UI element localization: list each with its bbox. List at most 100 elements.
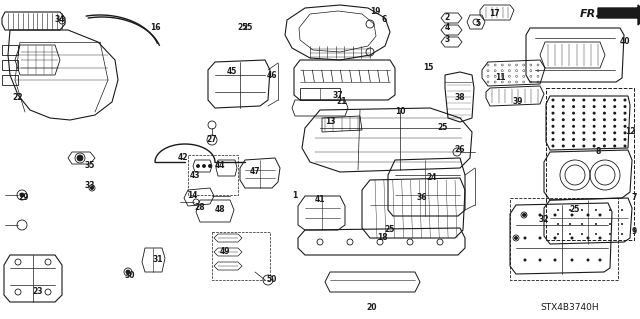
Circle shape xyxy=(582,118,586,121)
Circle shape xyxy=(582,105,586,108)
Circle shape xyxy=(593,125,596,128)
Text: 41: 41 xyxy=(315,196,325,204)
Text: 12: 12 xyxy=(625,128,636,137)
Circle shape xyxy=(562,99,564,101)
Circle shape xyxy=(593,112,596,115)
Circle shape xyxy=(554,213,557,217)
Circle shape xyxy=(603,112,606,115)
Circle shape xyxy=(582,131,586,134)
Circle shape xyxy=(90,187,93,189)
Circle shape xyxy=(623,145,627,147)
Text: 39: 39 xyxy=(513,98,524,107)
Circle shape xyxy=(572,105,575,108)
Circle shape xyxy=(552,105,554,108)
Circle shape xyxy=(552,138,554,141)
Text: FR.: FR. xyxy=(580,9,600,19)
Text: 50: 50 xyxy=(267,276,277,285)
Circle shape xyxy=(609,209,611,211)
Text: 3: 3 xyxy=(444,35,450,44)
Circle shape xyxy=(126,270,130,274)
Text: 48: 48 xyxy=(214,205,225,214)
Circle shape xyxy=(593,118,596,121)
Circle shape xyxy=(623,105,627,108)
Text: 15: 15 xyxy=(423,63,433,71)
Circle shape xyxy=(570,236,573,240)
Circle shape xyxy=(613,125,616,128)
Text: 16: 16 xyxy=(150,23,160,32)
Circle shape xyxy=(524,236,527,240)
Text: 49: 49 xyxy=(220,248,230,256)
Circle shape xyxy=(593,138,596,141)
Bar xyxy=(212,232,270,280)
Circle shape xyxy=(515,236,518,240)
Circle shape xyxy=(609,233,611,235)
Circle shape xyxy=(202,165,205,167)
Circle shape xyxy=(582,99,586,101)
Text: 28: 28 xyxy=(195,204,205,212)
Bar xyxy=(510,198,618,280)
Text: STX4B3740H: STX4B3740H xyxy=(541,303,599,313)
Circle shape xyxy=(613,112,616,115)
Circle shape xyxy=(552,118,554,121)
Circle shape xyxy=(621,223,623,225)
Text: 21: 21 xyxy=(337,98,348,107)
Circle shape xyxy=(552,125,554,128)
Circle shape xyxy=(613,145,616,147)
Circle shape xyxy=(586,236,589,240)
Text: 35: 35 xyxy=(85,160,95,169)
Text: 19: 19 xyxy=(370,8,380,17)
Text: 8: 8 xyxy=(595,147,601,157)
Bar xyxy=(188,155,238,195)
Text: 18: 18 xyxy=(377,234,387,242)
Circle shape xyxy=(557,209,559,211)
Circle shape xyxy=(613,118,616,121)
Circle shape xyxy=(538,236,541,240)
Circle shape xyxy=(552,112,554,115)
Text: 27: 27 xyxy=(207,136,218,145)
Circle shape xyxy=(595,233,597,235)
Text: 34: 34 xyxy=(55,16,65,25)
Text: 31: 31 xyxy=(153,256,163,264)
Text: 4: 4 xyxy=(444,23,450,32)
Text: 14: 14 xyxy=(187,190,197,199)
Circle shape xyxy=(572,118,575,121)
Circle shape xyxy=(603,118,606,121)
Circle shape xyxy=(581,223,583,225)
Circle shape xyxy=(572,138,575,141)
Text: 6: 6 xyxy=(381,16,387,25)
Circle shape xyxy=(552,99,554,101)
Circle shape xyxy=(572,99,575,101)
Circle shape xyxy=(562,125,564,128)
Circle shape xyxy=(562,131,564,134)
Circle shape xyxy=(623,138,627,141)
Circle shape xyxy=(603,99,606,101)
Text: 45: 45 xyxy=(227,68,237,77)
Polygon shape xyxy=(598,5,640,25)
Circle shape xyxy=(77,155,83,161)
Circle shape xyxy=(613,99,616,101)
Circle shape xyxy=(603,145,606,147)
Circle shape xyxy=(595,223,597,225)
Circle shape xyxy=(603,138,606,141)
Circle shape xyxy=(572,125,575,128)
Text: 42: 42 xyxy=(178,153,188,162)
Text: 17: 17 xyxy=(489,10,499,19)
Circle shape xyxy=(582,125,586,128)
Circle shape xyxy=(572,131,575,134)
Text: 25: 25 xyxy=(243,23,253,32)
Circle shape xyxy=(562,145,564,147)
Bar xyxy=(546,88,634,240)
Text: 13: 13 xyxy=(324,117,335,127)
Text: 24: 24 xyxy=(427,174,437,182)
Circle shape xyxy=(582,112,586,115)
Text: 47: 47 xyxy=(250,167,260,176)
Circle shape xyxy=(552,131,554,134)
Text: 44: 44 xyxy=(215,160,225,169)
Text: 40: 40 xyxy=(620,38,630,47)
Text: 30: 30 xyxy=(125,271,135,279)
Circle shape xyxy=(562,138,564,141)
Text: 7: 7 xyxy=(631,192,637,202)
Circle shape xyxy=(623,125,627,128)
Circle shape xyxy=(209,165,211,167)
Text: 25: 25 xyxy=(238,23,248,32)
